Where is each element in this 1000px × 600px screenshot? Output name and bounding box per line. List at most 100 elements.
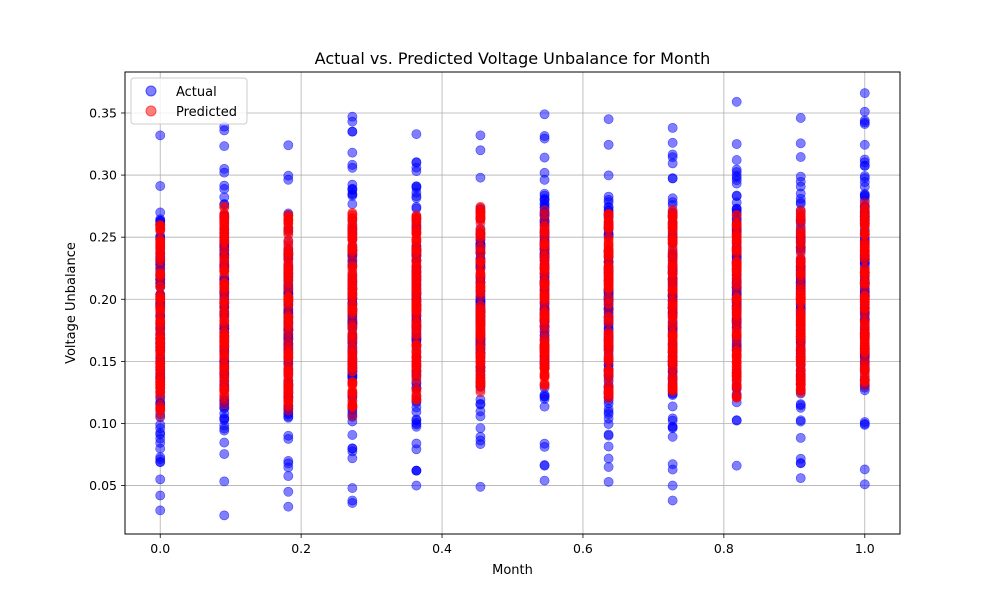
actual-point [219, 125, 230, 136]
predicted-point [667, 311, 678, 322]
actual-point [795, 473, 806, 484]
predicted-point [539, 311, 550, 322]
actual-point [603, 191, 614, 202]
predicted-point [795, 330, 806, 340]
y-tick-label: 0.25 [89, 230, 117, 245]
predicted-point [283, 303, 294, 314]
actual-point [795, 152, 806, 162]
predicted-point [347, 271, 358, 282]
actual-point [795, 176, 806, 187]
predicted-point [603, 374, 614, 385]
actual-point [603, 170, 614, 181]
predicted-point [795, 293, 806, 303]
actual-point [347, 162, 358, 173]
legend-label-actual: Actual [176, 85, 217, 100]
predicted-point [475, 359, 486, 369]
predicted-point [411, 236, 422, 247]
predicted-point [283, 334, 294, 345]
predicted-point [155, 322, 166, 333]
predicted-point [411, 340, 422, 351]
predicted-point [667, 285, 678, 296]
actual-point [155, 474, 166, 485]
actual-point [219, 476, 230, 487]
predicted-point [155, 220, 166, 231]
actual-point [539, 133, 550, 144]
actual-point [731, 155, 742, 165]
predicted-point [603, 272, 614, 283]
actual-point [667, 415, 678, 426]
actual-point [603, 419, 614, 429]
actual-point [731, 415, 742, 426]
predicted-point [603, 329, 614, 340]
predicted-point [859, 283, 870, 294]
predicted-point [731, 368, 742, 379]
actual-point [667, 431, 678, 442]
actual-point [667, 480, 678, 491]
predicted-point [795, 205, 806, 216]
actual-point [411, 465, 422, 476]
legend-box [130, 77, 248, 125]
actual-point [667, 459, 678, 470]
predicted-point [155, 255, 166, 265]
predicted-point [859, 324, 870, 335]
predicted-point [155, 306, 166, 317]
predicted-point [283, 262, 294, 273]
actual-point [795, 188, 806, 199]
predicted-point [859, 303, 870, 313]
actual-point [411, 129, 422, 139]
actual-point [795, 113, 806, 123]
actual-point [539, 109, 550, 120]
predicted-point [667, 363, 678, 374]
predicted-point [667, 205, 678, 215]
predicted-point [411, 369, 422, 379]
legend-marker-predicted [145, 105, 157, 117]
actual-point [539, 401, 550, 412]
predicted-point [347, 411, 358, 422]
predicted-point [603, 232, 614, 243]
predicted-point [219, 296, 230, 307]
predicted-point [347, 327, 358, 338]
predicted-point [795, 313, 806, 324]
predicted-point [603, 316, 614, 326]
predicted-point [155, 346, 166, 356]
predicted-point [347, 261, 358, 271]
predicted-point [667, 253, 678, 264]
actual-point [411, 480, 422, 491]
actual-point [859, 177, 870, 187]
predicted-point [475, 218, 486, 229]
predicted-point [731, 380, 742, 391]
actual-point [283, 471, 294, 481]
actual-point [731, 197, 742, 208]
axis-ticks: 0.0 0.2 0.4 0.6 0.8 1.0 0.05 0.10 0.15 0.20 0.25 0.… [89, 105, 875, 556]
actual-point [155, 457, 166, 468]
predicted-point [475, 288, 486, 299]
actual-point [219, 425, 230, 436]
predicted-point [795, 268, 806, 279]
actual-point [155, 490, 166, 501]
y-tick-label: 0.35 [89, 105, 117, 120]
predicted-point [219, 306, 230, 317]
predicted-point [859, 205, 870, 216]
actual-point [347, 430, 358, 440]
actual-point [603, 114, 614, 125]
predicted-point [475, 319, 486, 330]
predicted-point [539, 240, 550, 250]
actual-point [731, 460, 742, 471]
actual-point [155, 433, 166, 444]
predicted-point [603, 382, 614, 393]
predicted-point [795, 238, 806, 249]
actual-point [667, 137, 678, 148]
predicted-point [155, 373, 166, 384]
predicted-point [411, 273, 422, 284]
actual-point [475, 439, 486, 449]
actual-point [795, 400, 806, 411]
actual-point [155, 419, 166, 430]
legend: Actual Predicted [130, 77, 248, 125]
predicted-point [731, 245, 742, 256]
actual-point [795, 416, 806, 427]
predicted-point [667, 340, 678, 350]
actual-point [347, 116, 358, 127]
predicted-point [475, 207, 486, 217]
actual-point [283, 486, 294, 497]
actual-point [667, 122, 678, 133]
